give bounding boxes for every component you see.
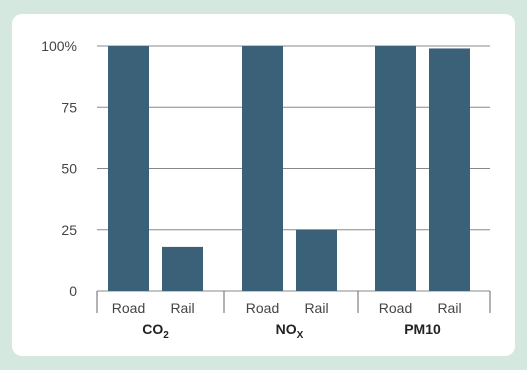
x-group-label: CO2	[142, 321, 169, 341]
y-axis-ticks: 100% 75 50 25 0	[41, 38, 77, 299]
y-tick-label: 100%	[41, 38, 77, 54]
gridlines	[97, 45, 490, 292]
x-category-label: Rail	[304, 300, 328, 316]
y-tick-label: 75	[61, 99, 77, 115]
bar-pm10-rail	[429, 48, 470, 292]
x-category-label: Rail	[437, 300, 461, 316]
x-category-label: Road	[379, 300, 412, 316]
x-category-label: Rail	[170, 300, 194, 316]
bar-co-rail	[162, 246, 203, 291]
y-tick-label: 25	[61, 222, 77, 238]
y-tick-label: 50	[61, 161, 77, 177]
bars	[108, 46, 470, 292]
x-group-label: NOX	[276, 321, 304, 341]
y-tick-label: 0	[69, 283, 77, 299]
bar-no-rail	[296, 229, 337, 291]
x-category-label: Road	[246, 300, 279, 316]
x-category-label: Road	[112, 300, 145, 316]
bar-co-road	[108, 46, 149, 291]
bar-no-road	[242, 46, 283, 291]
bar-pm10-road	[375, 46, 416, 291]
x-group-label: PM10	[404, 321, 441, 337]
